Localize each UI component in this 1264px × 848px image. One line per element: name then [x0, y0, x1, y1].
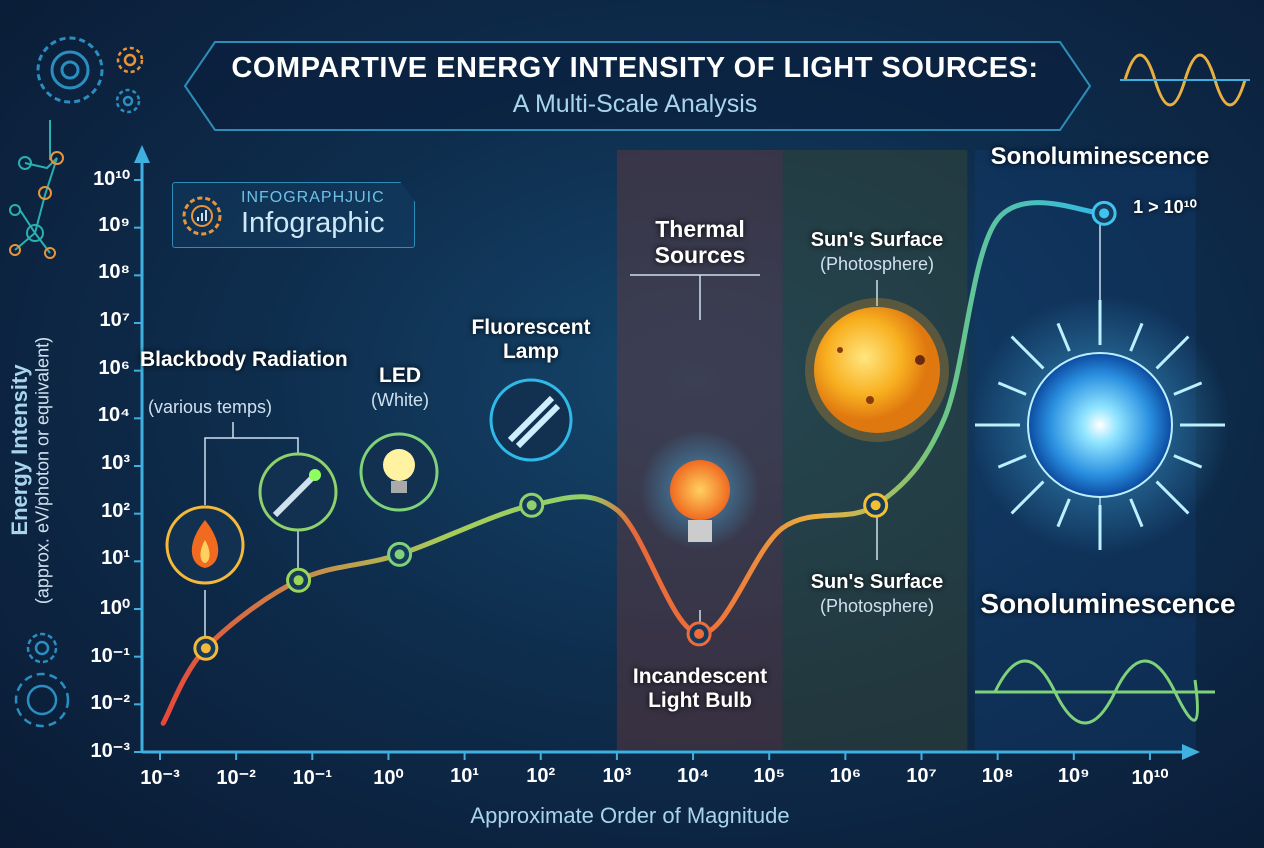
y-tick-label: 10⁻³ — [90, 740, 130, 762]
thermal-sources-label: Thermal Sources — [654, 216, 746, 268]
y-tick-label: 10⁸ — [98, 261, 130, 284]
x-tick-label: 10⁶ — [829, 765, 862, 787]
x-tick-label: 10⁻¹ — [292, 767, 333, 789]
data-point-core — [526, 500, 537, 511]
sonoluminescence-top-label: Sonoluminescence — [990, 143, 1210, 170]
sun-bottom-sub: (Photosphere) — [819, 596, 935, 616]
gear-icon — [14, 632, 70, 728]
sonoluminescence-bottom-label: Sonoluminescence — [980, 588, 1236, 619]
x-tick-label: 10¹ — [450, 765, 480, 787]
y-tick-label: 10¹⁰ — [93, 168, 130, 190]
y-tick-label: 10⁰ — [99, 597, 130, 619]
infographic-badge: INFOGRAPHJUIC Infographic — [172, 182, 415, 248]
x-tick-label: 10⁻² — [216, 767, 256, 789]
x-tick-label: 10¹⁰ — [1131, 767, 1169, 789]
x-tick-label: 10² — [526, 765, 556, 787]
y-tick-label: 10² — [101, 499, 130, 522]
y-axis-subtitle: (approx. eV/photon or equivalent) — [32, 336, 53, 605]
title-frame — [183, 41, 1092, 131]
data-point-core — [1099, 208, 1110, 219]
chart-subtitle: A Multi-Scale Analysis — [512, 90, 758, 118]
blackbody-sub: (various temps) — [147, 397, 273, 417]
led-bulb-icon — [359, 432, 439, 512]
sun-top-sub: (Photosphere) — [819, 254, 935, 274]
y-axis-arrow — [134, 145, 150, 163]
gear-icon — [115, 88, 141, 114]
y-tick-label: 10⁻¹ — [90, 644, 130, 667]
sonoluminescence-bubble-icon — [970, 295, 1230, 555]
badge-large-text: Infographic — [241, 207, 385, 239]
gear-icon — [116, 46, 144, 74]
x-tick-label: 10⁷ — [906, 765, 937, 787]
incandescent-label: Incandescent Light Bulb — [632, 665, 768, 712]
sun-top-label: Sun's Surface — [810, 229, 944, 251]
fluorescent-lamp-icon — [489, 378, 573, 462]
chart-title: COMPARTIVE ENERGY INTENSITY OF LIGHT SOU… — [231, 52, 1039, 84]
fluorescent-label: Fluorescent Lamp — [471, 316, 591, 363]
x-axis-title: Approximate Order of Magnitude — [470, 803, 790, 828]
y-tick-label: 10⁻² — [90, 692, 130, 715]
blackbody-label: Blackbody Radiation — [140, 348, 348, 371]
x-tick-label: 10⁻³ — [140, 767, 180, 789]
data-point-core — [870, 500, 881, 511]
x-tick-label: 10⁵ — [753, 765, 785, 787]
molecule-icon — [9, 120, 64, 259]
y-tick-label: 10⁶ — [98, 356, 130, 379]
y-tick-label: 10⁷ — [99, 309, 131, 331]
flame-icon — [165, 505, 245, 585]
band-1 — [782, 150, 968, 750]
data-point-core — [293, 575, 304, 586]
data-point-core — [694, 628, 705, 639]
y-tick-label: 10³ — [101, 452, 130, 474]
data-point-core — [200, 643, 211, 654]
x-tick-label: 10⁰ — [373, 767, 404, 789]
gear-chart-icon — [182, 196, 222, 236]
led-label: LED — [379, 364, 421, 387]
laser-pointer-icon — [258, 452, 338, 532]
sonoluminescence-value: 1 > 10¹⁰ — [1133, 197, 1197, 217]
gear-icon — [36, 36, 104, 104]
y-axis-title: Energy Intensity — [7, 364, 32, 536]
y-tick-label: 10⁴ — [97, 404, 130, 427]
sun-icon — [805, 298, 949, 442]
y-tick-label: 10⁹ — [98, 213, 130, 236]
data-point-core — [394, 549, 405, 560]
badge-small-text: INFOGRAPHJUIC — [241, 189, 385, 206]
sun-bottom-label: Sun's Surface — [810, 571, 944, 593]
x-axis-arrow — [1182, 744, 1200, 760]
led-sub: (White) — [371, 390, 429, 410]
y-tick-label: 10¹ — [101, 547, 130, 570]
x-tick-label: 10⁴ — [676, 765, 710, 787]
incandescent-bulb-icon — [640, 430, 760, 550]
x-tick-label: 10⁸ — [981, 765, 1014, 787]
x-tick-label: 10³ — [602, 765, 632, 787]
x-tick-label: 10⁹ — [1057, 765, 1090, 787]
wave-icon — [975, 659, 1215, 725]
